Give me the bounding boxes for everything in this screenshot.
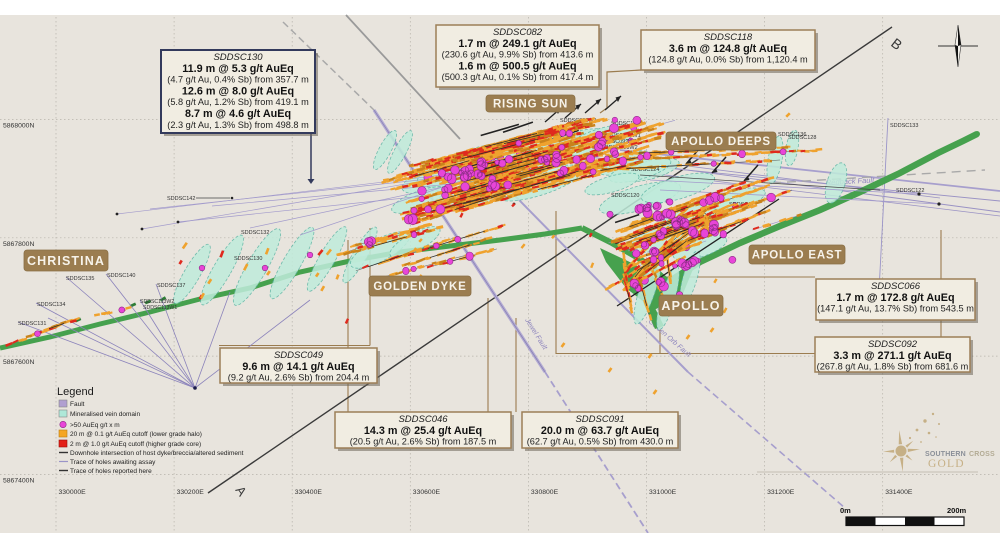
svg-text:SDDSC082: SDDSC082 [493, 27, 543, 38]
svg-text:331400E: 331400E [885, 489, 913, 496]
svg-text:SDDSC124: SDDSC124 [631, 167, 659, 173]
svg-text:1.6 m @ 500.5 g/t AuEq: 1.6 m @ 500.5 g/t AuEq [458, 61, 576, 73]
svg-text:330200E: 330200E [177, 489, 205, 496]
svg-text:SDDSC118: SDDSC118 [704, 32, 753, 43]
svg-text:0m: 0m [840, 506, 851, 515]
svg-text:SDDSC140: SDDSC140 [107, 273, 135, 279]
svg-text:SDDSC132: SDDSC132 [241, 230, 269, 236]
svg-text:Trace of holes reported here: Trace of holes reported here [70, 468, 152, 475]
svg-text:Legend: Legend [57, 386, 94, 398]
svg-text:SDDSC113W2: SDDSC113W2 [140, 299, 174, 305]
svg-text:SDDSC130: SDDSC130 [234, 256, 262, 262]
svg-text:1.7 m @ 249.1 g/t AuEq: 1.7 m @ 249.1 g/t AuEq [458, 38, 576, 50]
svg-text:Downhole intersection of host: Downhole intersection of host dyke/brecc… [70, 450, 244, 457]
svg-text:5867400N: 5867400N [3, 477, 34, 484]
svg-text:SDDSC133: SDDSC133 [890, 123, 918, 129]
svg-text:12.6 m @ 8.0 g/t AuEq: 12.6 m @ 8.0 g/t AuEq [182, 86, 294, 98]
svg-text:(500.3 g/t Au, 0.1% Sb) from 4: (500.3 g/t Au, 0.1% Sb) from 417.4 m [442, 72, 594, 82]
svg-text:14.3 m @ 25.4 g/t AuEq: 14.3 m @ 25.4 g/t AuEq [364, 425, 482, 437]
svg-text:331000E: 331000E [649, 489, 677, 496]
svg-text:200m: 200m [947, 506, 967, 515]
svg-text:(4.7 g/t Au, 0.4% Sb) from 357: (4.7 g/t Au, 0.4% Sb) from 357.7 m [167, 75, 309, 85]
svg-text:SDDSC046: SDDSC046 [398, 414, 448, 425]
svg-text:SDDSC131: SDDSC131 [18, 321, 46, 327]
svg-text:3.6 m @ 124.8 g/t AuEq: 3.6 m @ 124.8 g/t AuEq [669, 43, 787, 55]
svg-text:8.7 m @ 4.6 g/t AuEq: 8.7 m @ 4.6 g/t AuEq [185, 108, 291, 120]
svg-text:(5.8 g/t Au, 1.2% Sb) from 419: (5.8 g/t Au, 1.2% Sb) from 419.1 m [167, 97, 309, 107]
svg-text:SDDSC122: SDDSC122 [896, 188, 924, 194]
svg-text:(20.5 g/t Au, 2.6% Sb) from 18: (20.5 g/t Au, 2.6% Sb) from 187.5 m [350, 437, 497, 447]
svg-text:(9.2 g/t Au, 2.6% Sb) from 204: (9.2 g/t Au, 2.6% Sb) from 204.4 m [228, 373, 370, 383]
svg-text:3.3 m @ 271.1 g/t AuEq: 3.3 m @ 271.1 g/t AuEq [833, 350, 951, 362]
svg-text:1.7 m @ 172.8 g/t AuEq: 1.7 m @ 172.8 g/t AuEq [836, 292, 954, 304]
svg-text:SDDSC091: SDDSC091 [575, 414, 624, 425]
svg-text:SDDSC134: SDDSC134 [37, 302, 65, 308]
svg-text:20.0 m @ 63.7 g/t AuEq: 20.0 m @ 63.7 g/t AuEq [541, 425, 659, 437]
svg-text:330800E: 330800E [531, 489, 559, 496]
svg-text:GOLDEN DYKE: GOLDEN DYKE [373, 281, 466, 293]
svg-text:(2.3 g/t Au, 1.3% Sb) from 498: (2.3 g/t Au, 1.3% Sb) from 498.8 m [167, 120, 309, 130]
svg-text:2 m @ 1.0 g/t AuEq cutoff (hig: 2 m @ 1.0 g/t AuEq cutoff (higher grade … [70, 441, 201, 448]
svg-text:(147.1 g/t Au, 13.7% Sb) from: (147.1 g/t Au, 13.7% Sb) from 543.5 m [817, 304, 974, 314]
svg-text:SDDSC135: SDDSC135 [66, 276, 94, 282]
svg-text:5867600N: 5867600N [3, 359, 34, 366]
svg-text:Mineralised vein domain: Mineralised vein domain [70, 411, 140, 418]
svg-text:RISING SUN: RISING SUN [493, 99, 568, 111]
svg-text:(267.8 g/t Au, 1.8% Sb) from 6: (267.8 g/t Au, 1.8% Sb) from 681.6 m [817, 362, 969, 372]
svg-text:>50 AuEq g/t x m: >50 AuEq g/t x m [70, 422, 120, 429]
svg-text:SDDSC136: SDDSC136 [778, 132, 806, 138]
svg-text:CHRISTINA: CHRISTINA [27, 254, 105, 268]
svg-text:9.6 m @ 14.1 g/t AuEq: 9.6 m @ 14.1 g/t AuEq [242, 361, 354, 373]
svg-text:(124.8 g/t Au, 0.0% Sb) from 1: (124.8 g/t Au, 0.0% Sb) from 1,120.4 m [648, 55, 808, 65]
svg-text:APOLLO: APOLLO [661, 299, 720, 313]
svg-text:SDDSC130: SDDSC130 [213, 52, 263, 63]
svg-text:SDDSC137: SDDSC137 [157, 283, 185, 289]
svg-text:Fault: Fault [70, 401, 85, 408]
svg-text:Redback Fault: Redback Fault [826, 175, 876, 187]
svg-text:APOLLO DEEPS: APOLLO DEEPS [671, 136, 771, 148]
svg-text:CROSS: CROSS [969, 451, 995, 458]
svg-text:APOLLO EAST: APOLLO EAST [752, 250, 843, 262]
svg-text:SDDSC092: SDDSC092 [868, 339, 918, 350]
svg-text:SDDSC092W2: SDDSC092W2 [600, 139, 637, 145]
svg-text:Trace of holes awaiting assay: Trace of holes awaiting assay [70, 459, 156, 466]
svg-text:11.9 m @ 5.3 g/t AuEq: 11.9 m @ 5.3 g/t AuEq [182, 63, 294, 75]
svg-text:SDDSC066: SDDSC066 [871, 281, 921, 292]
svg-text:SOUTHERN: SOUTHERN [925, 451, 966, 458]
svg-text:330000E: 330000E [59, 489, 87, 496]
svg-text:SDDSC142: SDDSC142 [167, 196, 195, 202]
svg-text:SDDSC113W1: SDDSC113W1 [143, 305, 177, 311]
svg-text:GOLD: GOLD [928, 458, 965, 470]
svg-text:20 m @ 0.1 g/t AuEq cutoff (lo: 20 m @ 0.1 g/t AuEq cutoff (lower grade … [70, 431, 202, 438]
svg-text:SDDSC126: SDDSC126 [611, 121, 639, 127]
svg-text:SDDSC120: SDDSC120 [611, 193, 639, 199]
svg-text:(62.7 g/t Au, 0.5% Sb) from 43: (62.7 g/t Au, 0.5% Sb) from 430.0 m [527, 437, 674, 447]
svg-text:SDDSC049: SDDSC049 [274, 350, 324, 361]
svg-text:SDDSC128: SDDSC128 [788, 135, 816, 141]
svg-text:330400E: 330400E [295, 489, 323, 496]
svg-text:(230.6 g/t Au, 9.9% Sb) from 4: (230.6 g/t Au, 9.9% Sb) from 413.6 m [442, 50, 594, 60]
svg-text:331200E: 331200E [767, 489, 795, 496]
svg-text:330600E: 330600E [413, 489, 441, 496]
svg-text:5868000N: 5868000N [3, 123, 34, 130]
svg-text:5867800N: 5867800N [3, 241, 34, 248]
